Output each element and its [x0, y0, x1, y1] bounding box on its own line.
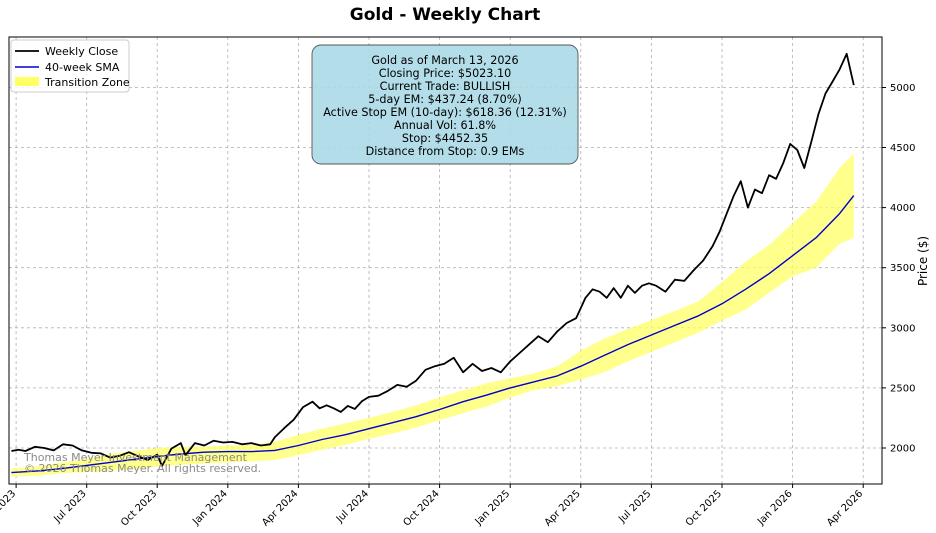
- annotation-line-stop-em: Active Stop EM (10-day): $618.36 (12.31%…: [323, 106, 567, 119]
- y-tick-label: 4000: [890, 203, 915, 214]
- y-tick-label: 2000: [890, 444, 915, 455]
- legend: Weekly Close 40-week SMA Transition Zone: [10, 39, 130, 93]
- annotation-line-stop: Stop: $4452.35: [402, 132, 488, 145]
- chart-title: Gold - Weekly Chart: [350, 5, 540, 25]
- annotation-line-close: Closing Price: $5023.10: [379, 67, 511, 80]
- y-tick-label: 2500: [890, 383, 915, 394]
- annotation-box: Gold as of March 13, 2026 Closing Price:…: [311, 44, 579, 165]
- y-tick-label: 5000: [890, 83, 915, 94]
- legend-label-sma: 40-week SMA: [45, 61, 120, 74]
- annotation-line-trade: Current Trade: BULLISH: [380, 80, 511, 93]
- legend-swatch-transition-zone: [15, 77, 39, 86]
- annotation-background: [311, 44, 579, 165]
- watermark-company: Thomas Meyer Investment Management: [23, 451, 248, 464]
- y-tick-label: 4500: [890, 143, 915, 154]
- y-tick-label: 3000: [890, 323, 915, 334]
- y-axis-label: Price ($): [916, 236, 930, 286]
- annotation-line-vol: Annual Vol: 61.8%: [394, 119, 496, 132]
- legend-label-weekly-close: Weekly Close: [45, 45, 118, 58]
- y-tick-label: 3500: [890, 263, 915, 274]
- watermark-copyright: © 2026 Thomas Meyer. All rights reserved…: [24, 462, 261, 475]
- series-layer: [11, 52, 855, 474]
- weekly-close-line: [11, 52, 855, 467]
- annotation-line-distance: Distance from Stop: 0.9 EMs: [366, 145, 525, 158]
- annotation-line-em: 5-day EM: $437.24 (8.70%): [368, 93, 521, 106]
- legend-label-transition-zone: Transition Zone: [44, 76, 130, 89]
- annotation-line-date: Gold as of March 13, 2026: [371, 54, 518, 67]
- y-axis: 2000 2500 3000 3500 4000 4500 5000: [882, 83, 915, 455]
- plot-frame: [8, 36, 883, 485]
- legend-box: [10, 39, 130, 93]
